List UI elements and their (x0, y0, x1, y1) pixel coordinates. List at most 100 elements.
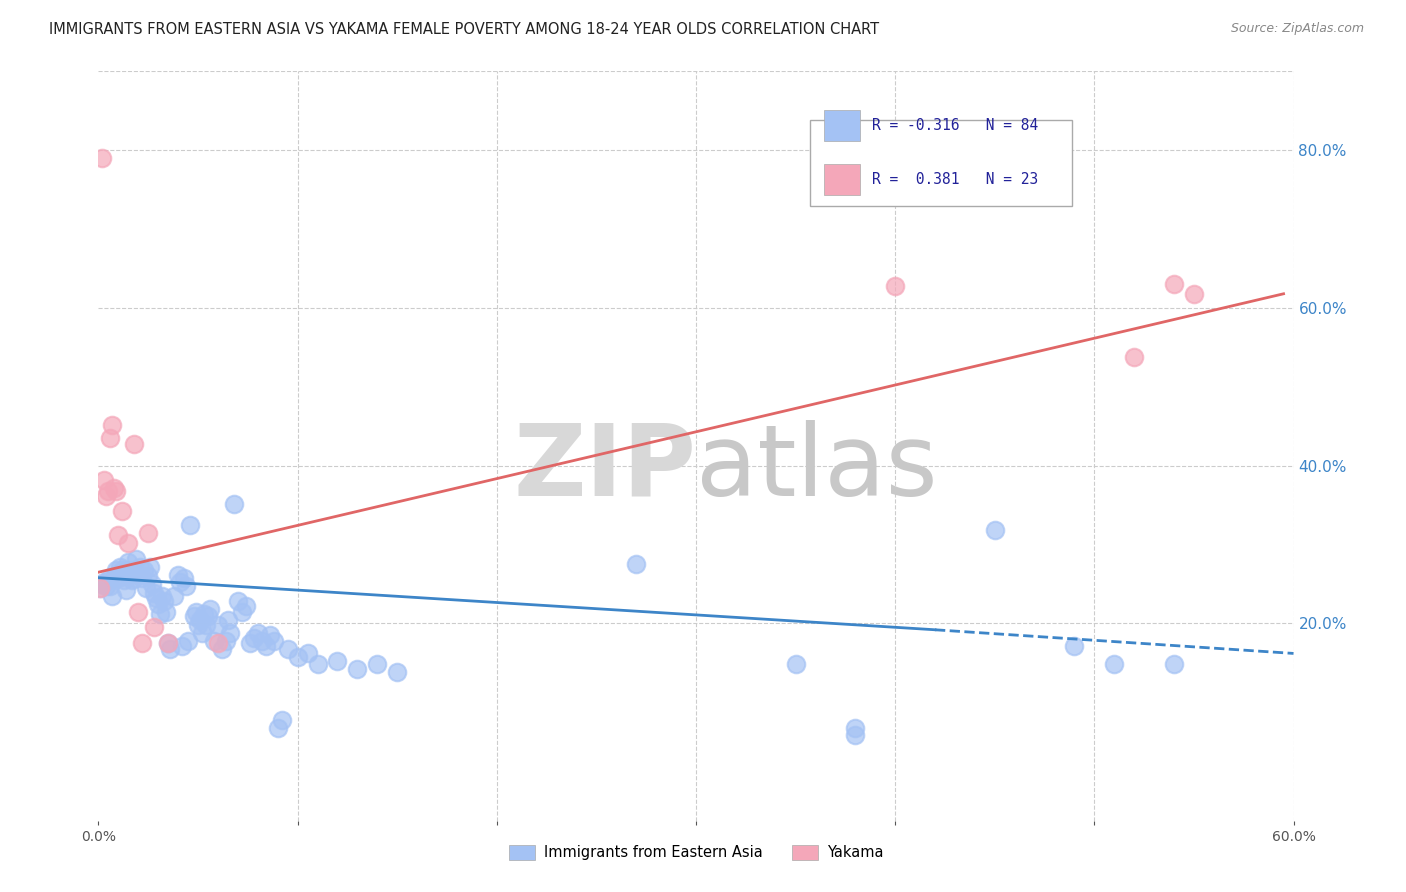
Point (131, 636, 153, 650)
Point (89, 581, 111, 595)
Point (89, 581, 111, 595)
Point (115, 583, 138, 598)
Point (277, 641, 299, 656)
Point (174, 579, 197, 593)
Point (626, 558, 648, 572)
Point (207, 618, 229, 632)
Point (101, 589, 124, 603)
Point (124, 436, 146, 450)
Point (136, 569, 159, 583)
Point (143, 586, 166, 600)
Point (202, 633, 225, 648)
Point (139, 559, 162, 574)
Point (120, 563, 142, 577)
Point (884, 279, 907, 293)
Point (111, 563, 134, 577)
Point (103, 481, 125, 495)
FancyBboxPatch shape (824, 110, 859, 141)
Point (97, 483, 120, 498)
Point (267, 721, 290, 735)
Point (127, 567, 149, 582)
Point (287, 649, 309, 664)
Point (143, 620, 166, 634)
Text: ZIP: ZIP (513, 420, 696, 517)
Point (197, 608, 219, 623)
Point (219, 626, 242, 640)
Point (177, 633, 200, 648)
Point (1163, 277, 1185, 292)
Point (127, 605, 149, 619)
Point (107, 571, 129, 585)
Point (246, 626, 269, 640)
Point (98, 431, 122, 445)
Point (179, 517, 201, 532)
Point (112, 573, 135, 587)
Legend: Immigrants from Eastern Asia, Yakama: Immigrants from Eastern Asia, Yakama (503, 838, 889, 866)
Text: R = -0.316   N = 84: R = -0.316 N = 84 (872, 118, 1038, 133)
Point (136, 525, 159, 540)
Point (191, 626, 214, 640)
Point (1123, 350, 1146, 364)
Point (157, 636, 180, 650)
Point (97, 573, 120, 587)
Point (141, 577, 163, 591)
Point (91, 577, 114, 591)
Point (215, 633, 238, 648)
Point (184, 605, 207, 619)
Point (366, 657, 388, 672)
Point (148, 597, 170, 611)
Point (124, 571, 146, 585)
Point (239, 636, 262, 650)
Point (111, 504, 134, 518)
Point (150, 589, 173, 603)
Point (844, 721, 866, 735)
Point (93, 473, 115, 487)
Point (254, 639, 277, 653)
Point (270, 713, 292, 727)
FancyBboxPatch shape (810, 120, 1073, 206)
Point (385, 665, 409, 680)
Point (984, 524, 1007, 538)
Point (105, 563, 128, 577)
Point (188, 613, 211, 627)
Point (105, 483, 128, 498)
Point (167, 567, 190, 582)
Point (173, 571, 195, 585)
Point (187, 618, 209, 632)
Point (131, 571, 153, 585)
Point (121, 573, 143, 587)
Point (222, 497, 245, 511)
Point (211, 641, 233, 656)
Point (129, 559, 152, 574)
Point (1063, 639, 1085, 653)
Point (101, 417, 124, 432)
Point (207, 636, 229, 650)
Point (326, 654, 349, 668)
Point (125, 551, 148, 566)
Point (93, 575, 115, 590)
Point (110, 559, 132, 574)
Point (117, 536, 139, 550)
Point (91, 151, 114, 165)
Point (844, 729, 866, 743)
Point (159, 641, 181, 656)
Point (1104, 657, 1126, 672)
Point (96, 489, 118, 503)
Point (785, 657, 807, 672)
Point (1163, 657, 1185, 672)
Point (259, 628, 281, 642)
Point (297, 647, 319, 661)
Text: atlas: atlas (696, 420, 938, 517)
Point (145, 591, 167, 606)
Point (198, 602, 221, 616)
Point (172, 639, 194, 653)
Point (193, 607, 215, 621)
Point (103, 571, 125, 585)
Point (163, 589, 186, 603)
Point (98, 579, 122, 593)
Point (217, 613, 239, 627)
Point (169, 575, 191, 590)
Point (235, 599, 257, 613)
Point (134, 563, 156, 577)
Text: R =  0.381   N = 23: R = 0.381 N = 23 (872, 172, 1038, 186)
